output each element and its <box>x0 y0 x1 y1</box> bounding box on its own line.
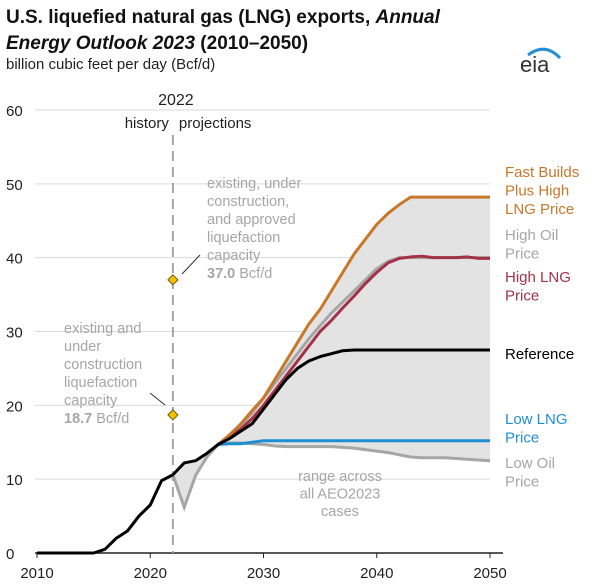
annotation-under-construction-capacity-text: capacity <box>64 393 118 409</box>
title-text: U.S. liquefied natural gas (LNG) exports… <box>6 7 376 28</box>
x-tick-label: 2030 <box>247 565 280 582</box>
capacity-marker <box>167 409 179 421</box>
series-label: Price <box>505 288 539 305</box>
series-label: Price <box>505 430 539 447</box>
range-label: range across <box>298 469 382 485</box>
x-tick-label: 2020 <box>134 565 167 582</box>
annotation-approved-capacity-text: capacity <box>207 248 261 264</box>
divider-year-label: 2022 <box>158 92 194 109</box>
annotation-approved-capacity-text: construction, <box>207 194 289 210</box>
series-label: High Oil <box>505 227 558 244</box>
series-label: Price <box>505 246 539 263</box>
series-line-fast-builds-plus-high-lng-price <box>217 195 490 446</box>
series-label: High LNG <box>505 269 571 286</box>
series-line-low-lng-price <box>218 439 490 446</box>
series-label: Reference <box>505 346 574 363</box>
annotation-leader-line <box>149 392 166 406</box>
series-line-low-oil-price <box>218 441 491 463</box>
annotation-approved-capacity-text: existing, under <box>207 176 301 192</box>
range-label: cases <box>321 504 359 520</box>
x-tick-label: 2040 <box>360 565 393 582</box>
annotation-under-construction-capacity-text: existing and <box>64 321 141 337</box>
y-tick-label: 30 <box>6 325 23 342</box>
range-label: all AEO2023 <box>300 487 381 503</box>
series-label: LNG Price <box>505 201 574 218</box>
title-text: (2010–2050) <box>195 33 309 54</box>
history-label: history <box>125 115 170 132</box>
series-label: Fast Builds <box>505 164 579 181</box>
series-label: Low Oil <box>505 455 555 472</box>
annotation-under-construction-capacity-text: liquefaction <box>64 375 137 391</box>
annotation-approved-capacity-text: liquefaction <box>207 230 280 246</box>
annotation-under-construction-capacity-value: 18.7 Bcf/d <box>64 411 129 427</box>
x-tick-label: 2010 <box>20 565 53 582</box>
x-tick-label: 2050 <box>473 565 506 582</box>
y-tick-label: 20 <box>6 398 23 415</box>
series-label: Low LNG <box>505 411 568 428</box>
eia-logo-swoosh-icon <box>527 47 562 60</box>
title-italic: Energy Outlook 2023 <box>6 33 196 54</box>
y-tick-label: 0 <box>6 546 14 563</box>
y-tick-label: 50 <box>6 177 23 194</box>
chart-title-line2: Energy Outlook 2023 (2010–2050) <box>6 32 308 56</box>
series-label: Price <box>505 474 539 491</box>
annotation-under-construction-capacity-text: construction <box>64 357 142 373</box>
capacity-marker <box>167 274 179 286</box>
series-line-reference <box>37 348 490 555</box>
eia-logo: eia <box>520 52 550 77</box>
y-tick-label: 10 <box>6 472 23 489</box>
chart-subtitle: billion cubic feet per day (Bcf/d) <box>6 56 216 73</box>
y-tick-label: 60 <box>6 103 23 120</box>
series-line-high-lng-price <box>217 254 490 446</box>
annotation-approved-capacity-text: and approved <box>207 212 296 228</box>
y-tick-label: 40 <box>6 251 23 268</box>
chart-title-line1: U.S. liquefied natural gas (LNG) exports… <box>6 6 440 30</box>
range-lower-line <box>171 443 220 512</box>
title-italic: Annual <box>375 7 440 28</box>
annotation-under-construction-capacity-text: under <box>64 339 101 355</box>
annotation-approved-capacity-value: 37.0 Bcf/d <box>207 266 272 282</box>
series-label: Plus High <box>505 183 569 200</box>
projections-label: projections <box>179 115 252 132</box>
annotation-leader-line <box>181 254 201 275</box>
